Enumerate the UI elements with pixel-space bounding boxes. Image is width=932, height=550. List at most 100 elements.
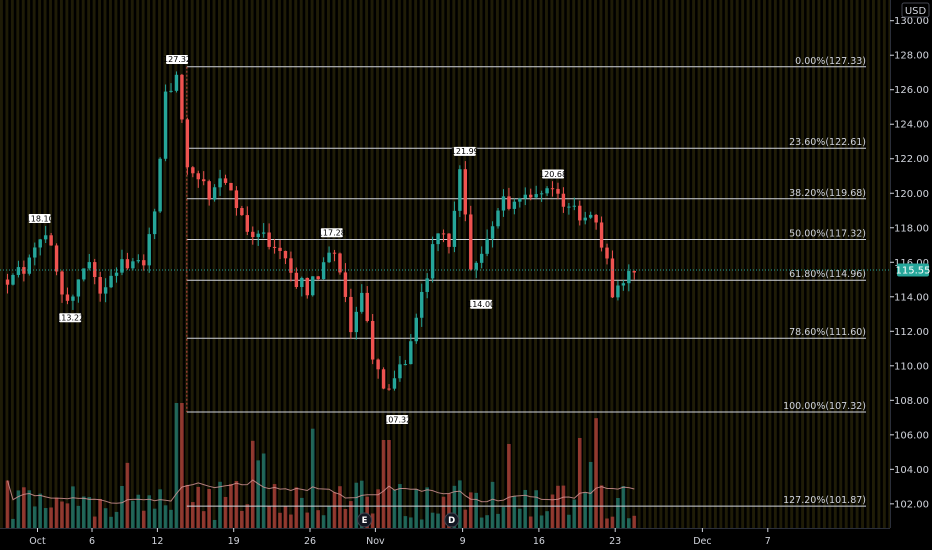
volume-bar <box>141 510 146 528</box>
volume-bar <box>180 403 184 528</box>
stripe <box>457 0 461 528</box>
stripe <box>223 0 227 528</box>
volume-bar <box>5 480 10 528</box>
candle-body <box>240 208 244 216</box>
high-low-tag <box>59 313 82 323</box>
stripe <box>234 0 238 528</box>
candle-body <box>163 91 168 159</box>
candle-body <box>610 258 615 298</box>
y-tick-label: 120.00 <box>894 189 929 200</box>
high-low-text: 107.32 <box>383 415 411 424</box>
stripe <box>550 0 554 528</box>
candle-body <box>125 259 130 269</box>
candle-body <box>131 261 135 269</box>
candle-body <box>103 287 108 294</box>
currency-badge[interactable]: USD <box>901 2 930 18</box>
candle-body <box>332 252 337 254</box>
volume-bar <box>550 494 555 528</box>
stripe <box>49 0 52 528</box>
volume-bar <box>223 496 228 528</box>
stripe <box>10 0 14 528</box>
fibonacci-retracement[interactable]: 0.00%(127.33) 23.60%(122.61) 38.20%(119.68… <box>186 56 866 507</box>
stripe <box>245 0 249 528</box>
stripe <box>741 0 745 528</box>
stripe <box>452 0 456 528</box>
stripe <box>212 0 216 528</box>
candle-body <box>469 214 473 270</box>
candle-body <box>594 214 598 223</box>
volume-bar <box>305 512 310 528</box>
candle-body <box>605 247 609 259</box>
volume-bar <box>87 497 92 528</box>
candle-body <box>458 169 462 211</box>
stripe <box>299 0 303 528</box>
candle-body <box>556 188 560 194</box>
stripe <box>708 0 712 528</box>
candle-body <box>327 252 331 263</box>
stripe <box>179 0 183 528</box>
candle-body <box>545 188 549 194</box>
stripe <box>855 0 859 528</box>
fib-level-label: 23.60%(122.61) <box>789 137 866 148</box>
stripe <box>670 0 674 528</box>
event-marker[interactable] <box>357 512 372 528</box>
volume-bar <box>43 508 48 528</box>
volume-bar <box>621 486 626 528</box>
stripe <box>283 0 287 528</box>
volume-bar <box>16 490 21 528</box>
y-tick-label: 128.00 <box>894 51 929 62</box>
candle-body <box>441 233 446 235</box>
stripe <box>103 0 107 528</box>
stripe <box>65 0 69 528</box>
x-tick-label: 9 <box>460 536 466 547</box>
stripe <box>637 0 641 528</box>
stripe <box>555 0 559 528</box>
candle-body <box>567 206 571 208</box>
high-low-tag <box>386 415 409 425</box>
stripe <box>21 0 25 528</box>
time-axis[interactable]: Oct 6 12 19 26 Nov 9 16 23 Dec 7 <box>0 528 890 550</box>
fib-level-label: 127.20%(101.87) <box>783 495 866 506</box>
current-price-tag: 115.55 <box>896 263 931 277</box>
candle-body <box>578 205 582 221</box>
stripe <box>5 0 9 528</box>
candle-body <box>11 274 15 285</box>
volume-bar <box>567 514 571 528</box>
volume-bar <box>468 492 473 528</box>
candle-body <box>376 359 380 370</box>
volume-bar <box>71 486 75 528</box>
high-low-tag <box>166 54 189 64</box>
candle-body <box>370 320 375 360</box>
volume-bar <box>152 508 157 528</box>
candle-body <box>5 279 10 285</box>
candle-body <box>136 260 141 262</box>
stripe <box>332 0 336 528</box>
candle-body <box>212 187 217 200</box>
stripe <box>664 0 668 528</box>
stripe <box>697 0 701 528</box>
candle-body <box>147 234 151 266</box>
volume-bar <box>534 490 538 528</box>
candle-body <box>174 74 179 91</box>
candle-body <box>518 198 522 202</box>
volume-bar <box>376 489 380 528</box>
volume-bar <box>207 489 211 528</box>
volume-bar <box>518 508 522 528</box>
stripe <box>136 0 140 528</box>
high-low-text: 127.32 <box>163 55 191 64</box>
fib-level-label: 50.00%(117.32) <box>789 228 866 239</box>
high-low-text: 113.22 <box>56 314 84 323</box>
volume-bar <box>463 509 468 528</box>
candle-body <box>512 201 517 209</box>
stripe <box>381 0 385 528</box>
stripe <box>38 0 42 528</box>
candle-body <box>54 245 59 272</box>
stripe <box>730 0 734 528</box>
stripe <box>632 0 636 528</box>
event-marker[interactable] <box>444 512 460 528</box>
volume-bar <box>98 498 102 528</box>
stripe <box>790 0 794 528</box>
stripe <box>294 0 298 528</box>
